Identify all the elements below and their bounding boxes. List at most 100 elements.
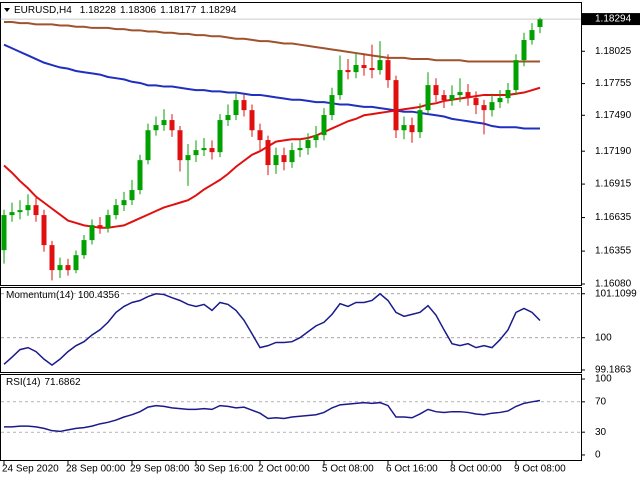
candle-body	[281, 155, 287, 163]
candle-body	[297, 148, 303, 151]
x-tick-label: 24 Sep 2020	[2, 464, 59, 475]
y-tick-label: 100	[595, 332, 612, 343]
candle-body	[513, 60, 519, 91]
candle-body	[17, 210, 23, 213]
candle-body	[9, 212, 15, 216]
candle-body	[361, 65, 367, 69]
candle-body	[273, 155, 279, 166]
candle-body	[105, 215, 111, 229]
candle-body	[321, 115, 327, 136]
y-tick-label: 1.16635	[595, 212, 632, 223]
x-tick-label: 28 Sep 00:00	[66, 464, 126, 475]
candle-body	[25, 205, 31, 211]
indicator-name: RSI(14)	[6, 377, 40, 388]
candle-body	[249, 110, 255, 131]
momentum-panel	[0, 287, 582, 373]
candle-body	[481, 105, 487, 111]
candle-body	[409, 125, 415, 133]
close-price: 1.18294	[200, 5, 237, 16]
candle-body	[417, 110, 423, 133]
x-tick-label: 29 Sep 08:00	[130, 464, 190, 475]
candle-body	[497, 98, 503, 103]
candle-body	[257, 130, 263, 141]
main-panel	[0, 2, 582, 286]
candle-body	[113, 205, 119, 216]
candle-body	[521, 40, 527, 61]
indicator-name: Momentum(14)	[6, 290, 74, 301]
candle-body	[225, 115, 231, 121]
x-tick-label: 6 Oct 16:00	[386, 464, 438, 475]
y-tick-label: 1.18025	[595, 46, 632, 57]
indicator-value: 100.4356	[78, 290, 120, 301]
candle-body	[121, 200, 127, 206]
x-tick-label: 5 Oct 08:00	[322, 464, 374, 475]
candle-body	[177, 130, 183, 161]
y-tick-label: 70	[595, 396, 607, 407]
candle-body	[441, 95, 447, 101]
y-tick-label: 1.16080	[595, 279, 632, 290]
candle-body	[241, 100, 247, 111]
candle-body	[489, 102, 495, 111]
low-price: 1.18177	[160, 5, 197, 16]
candle-body	[289, 150, 295, 163]
high-price: 1.18306	[120, 5, 157, 16]
moving-average	[3, 43, 540, 130]
indicator-line	[3, 292, 541, 366]
candle-body	[233, 100, 239, 116]
candle-body	[217, 120, 223, 153]
indicator-line	[4, 399, 541, 433]
candle-body	[425, 85, 431, 111]
candle-body	[337, 70, 343, 96]
x-tick-label: 9 Oct 08:00	[514, 464, 566, 475]
chart-title: EURUSD,H4 1.18228 1.18306 1.18177 1.18294	[14, 5, 237, 16]
candle-body	[353, 65, 359, 73]
price-label-bg	[582, 13, 640, 26]
candle-body	[345, 70, 351, 73]
candle-body	[505, 90, 511, 99]
candle-body	[201, 148, 207, 151]
candle-body	[265, 140, 271, 166]
candle-body	[457, 92, 463, 96]
candle-body	[137, 160, 143, 191]
y-tick-label: 101.1099	[595, 288, 637, 299]
indicator-value: 71.6862	[44, 377, 81, 388]
candle-body	[393, 80, 399, 131]
y-tick-label: 1.16355	[595, 246, 632, 257]
y-tick-label: 100	[595, 374, 612, 385]
x-tick-label: 8 Oct 00:00	[450, 464, 502, 475]
y-tick-label: 30	[595, 427, 607, 438]
candle-body	[529, 30, 535, 41]
y-tick-label: 1.16915	[595, 179, 632, 190]
y-tick-label: 1.17190	[595, 146, 632, 157]
y-tick-label: 99.1863	[595, 365, 632, 376]
candle-body	[209, 148, 215, 153]
momentum-title: Momentum(14) 100.4356	[6, 290, 120, 301]
candle-body	[89, 225, 95, 241]
x-tick-label: 2 Oct 00:00	[258, 464, 310, 475]
candle-body	[169, 120, 175, 131]
candle-body	[1, 215, 7, 251]
candle-body	[449, 95, 455, 101]
candle-body	[329, 95, 335, 116]
candle-body	[33, 205, 39, 216]
candle-body	[161, 120, 167, 126]
symbol: EURUSD,H4	[14, 5, 72, 16]
candle-body	[153, 125, 159, 131]
candle-body	[369, 68, 375, 71]
y-tick-label: 1.17490	[595, 110, 632, 121]
candle-body	[145, 130, 151, 161]
candle-body	[41, 215, 47, 246]
candle-body	[97, 225, 103, 229]
candle-body	[377, 60, 383, 71]
candle-body	[185, 155, 191, 161]
candle-body	[65, 265, 71, 271]
open-price: 1.18228	[80, 5, 117, 16]
candle-body	[537, 19, 543, 27]
price-label: 1.18294	[595, 14, 632, 25]
candle-body	[129, 190, 135, 201]
candle-body	[401, 125, 407, 131]
candle-body	[81, 240, 87, 256]
candle-body	[385, 60, 391, 81]
moving-average	[4, 20, 540, 63]
